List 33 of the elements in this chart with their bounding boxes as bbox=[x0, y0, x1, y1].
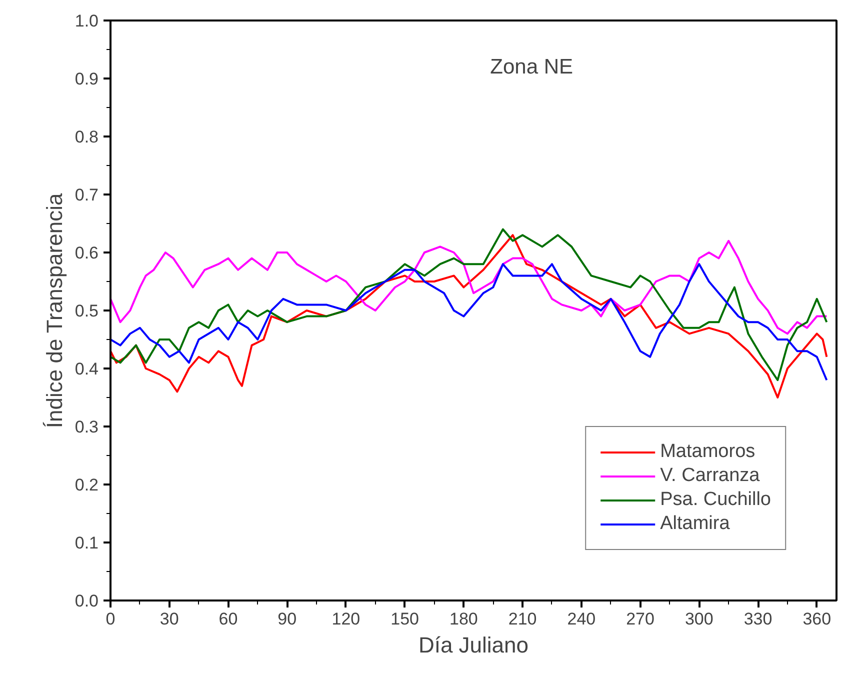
y-axis-title: Índice de Transparencia bbox=[42, 192, 67, 428]
y-tick-label: 0.5 bbox=[74, 302, 99, 320]
legend-label: Psa. Cuchillo bbox=[660, 489, 771, 511]
y-tick-label: 0.0 bbox=[74, 592, 99, 610]
y-tick-label: 0.6 bbox=[74, 244, 99, 262]
x-tick-label: 0 bbox=[106, 610, 116, 628]
y-tick-label: 0.7 bbox=[74, 186, 99, 204]
y-tick-label: 0.8 bbox=[74, 128, 99, 146]
x-axis-title: Día Juliano bbox=[418, 632, 529, 658]
legend-label: Altamira bbox=[660, 513, 730, 535]
legend-label: Matamoros bbox=[660, 441, 756, 463]
x-tick-label: 300 bbox=[684, 610, 714, 628]
x-tick-label: 330 bbox=[744, 610, 772, 628]
line-series bbox=[110, 263, 828, 382]
x-tick-label: 180 bbox=[450, 610, 478, 628]
y-tick-label: 0.9 bbox=[74, 70, 99, 88]
y-tick-label: 1.0 bbox=[74, 12, 99, 30]
y-tick-label: 0.4 bbox=[74, 360, 99, 378]
x-tick-label: 90 bbox=[278, 610, 297, 628]
y-tick-label: 0.2 bbox=[74, 476, 99, 494]
y-tick-label: 0.3 bbox=[74, 418, 99, 436]
text: Zona NE bbox=[490, 55, 574, 78]
x-tick-label: 240 bbox=[567, 610, 596, 628]
x-tick-label: 360 bbox=[802, 610, 832, 628]
legend-label: V. Carranza bbox=[660, 465, 760, 487]
x-tick-label: 150 bbox=[390, 610, 420, 628]
x-tick-label: 210 bbox=[508, 610, 537, 628]
x-tick-label: 60 bbox=[218, 610, 238, 628]
x-tick-label: 30 bbox=[160, 610, 179, 628]
line-series bbox=[110, 240, 828, 335]
x-tick-label: 120 bbox=[332, 610, 360, 628]
y-tick-label: 0.1 bbox=[74, 534, 99, 552]
x-tick-label: 270 bbox=[626, 610, 654, 628]
